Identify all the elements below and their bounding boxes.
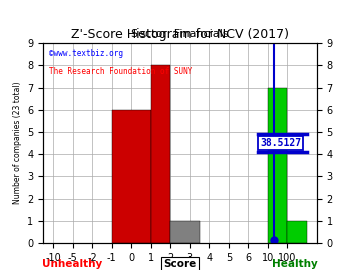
- Text: The Research Foundation of SUNY: The Research Foundation of SUNY: [49, 67, 192, 76]
- Bar: [112, 110, 151, 243]
- Text: 38.5127: 38.5127: [260, 138, 301, 148]
- Text: Healthy: Healthy: [272, 259, 318, 269]
- Bar: [170, 221, 199, 243]
- Bar: [151, 65, 170, 243]
- Text: Score: Score: [163, 259, 197, 269]
- Title: Z'-Score Histogram for NCV (2017): Z'-Score Histogram for NCV (2017): [71, 28, 289, 41]
- Text: ©www.textbiz.org: ©www.textbiz.org: [49, 49, 123, 58]
- Text: Sector: Financials: Sector: Financials: [131, 29, 229, 39]
- Bar: [268, 87, 288, 243]
- Bar: [288, 221, 307, 243]
- Y-axis label: Number of companies (23 total): Number of companies (23 total): [13, 82, 22, 204]
- Text: Unhealthy: Unhealthy: [42, 259, 102, 269]
